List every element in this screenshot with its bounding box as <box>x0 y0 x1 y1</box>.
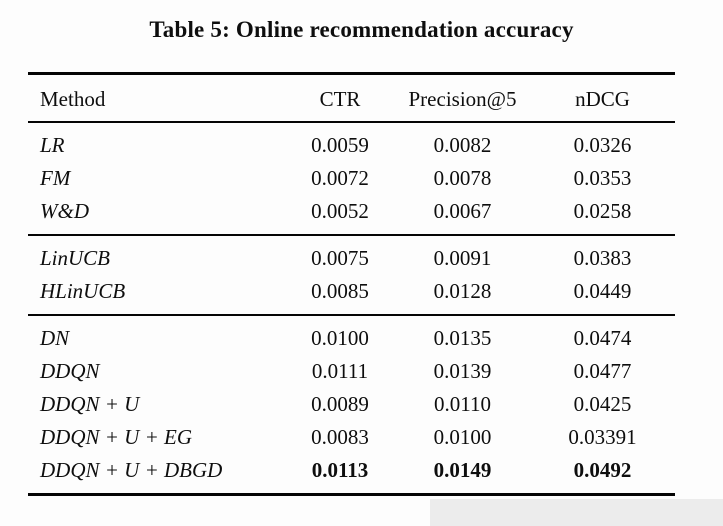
ctr-cell: 0.0089 <box>311 392 369 416</box>
table-caption: Table 5: Online recommendation accuracy <box>149 17 574 42</box>
ndcg-cell: 0.0449 <box>573 279 632 303</box>
precision-cell: 0.0139 <box>433 359 492 383</box>
table-row-ddqn-u: DDQN + U 0.0089 0.0110 0.0425 <box>28 388 675 421</box>
precision-cell: 0.0128 <box>433 279 492 303</box>
method-cell: HLinUCB <box>40 279 126 303</box>
table-row-hlinucb: HLinUCB 0.0085 0.0128 0.0449 <box>28 275 675 315</box>
method-cell: DDQN <box>40 359 100 383</box>
ctr-cell: 0.0072 <box>311 166 369 190</box>
table-group-bandit-baselines: LinUCB 0.0075 0.0091 0.0383 HLinUCB 0.00… <box>28 234 675 315</box>
ctr-cell: 0.0100 <box>285 314 395 355</box>
ndcg-cell: 0.0492 <box>573 458 632 482</box>
method-cell: LR <box>40 133 65 157</box>
ndcg-cell: 0.03391 <box>568 425 637 449</box>
table-header: Method CTR Precision@5 nDCG <box>28 73 675 123</box>
ndcg-cell: 0.0383 <box>530 234 675 275</box>
table-row-ddqn-u-eg: DDQN + U + EG 0.0083 0.0100 0.03391 <box>28 421 675 454</box>
ndcg-cell: 0.0474 <box>530 314 675 355</box>
table-row-lr: LR 0.0059 0.0082 0.0326 <box>28 122 675 162</box>
column-header-method: Method <box>28 73 285 123</box>
method-cell: FM <box>40 166 71 190</box>
ctr-cell: 0.0052 <box>311 199 369 223</box>
table-row-ddqn-u-dbgd: DDQN + U + DBGD 0.0113 0.0149 0.0492 <box>28 454 675 495</box>
ctr-cell: 0.0059 <box>311 133 369 157</box>
table-row-fm: FM 0.0072 0.0078 0.0353 <box>28 162 675 195</box>
ndcg-cell: 0.0353 <box>573 166 632 190</box>
ctr-cell: 0.0075 <box>285 234 395 275</box>
ndcg-cell: 0.0477 <box>573 359 632 383</box>
table-group-supervised-baselines: LR 0.0059 0.0082 0.0326 FM 0.0072 0.0078… <box>28 122 675 235</box>
ctr-cell: 0.0111 <box>311 359 369 383</box>
precision-cell: 0.0110 <box>434 392 491 416</box>
column-header-ndcg: nDCG <box>530 73 675 123</box>
ndcg-cell: 0.0258 <box>573 199 632 223</box>
method-cell: DDQN + U + EG <box>40 425 193 449</box>
precision-cell: 0.0067 <box>433 199 492 223</box>
scan-artifact-band <box>430 499 723 526</box>
table-group-rl-variants: DN 0.0100 0.0135 0.0474 DDQN 0.0111 0.01… <box>28 314 675 495</box>
table-row-wd: W&D 0.0052 0.0067 0.0258 <box>28 195 675 235</box>
ndcg-cell: 0.0326 <box>573 133 632 157</box>
precision-cell: 0.0082 <box>433 133 492 157</box>
method-cell: DDQN + U + DBGD <box>40 458 223 482</box>
method-cell: W&D <box>40 199 89 223</box>
method-cell: DDQN + U <box>40 392 140 416</box>
ctr-cell: 0.0083 <box>311 425 369 449</box>
ctr-cell: 0.0085 <box>311 279 369 303</box>
ctr-cell: 0.0113 <box>311 458 369 482</box>
precision-cell: 0.0078 <box>433 166 492 190</box>
method-cell: DN <box>28 314 285 355</box>
column-header-ctr: CTR <box>285 73 395 123</box>
precision-cell: 0.0100 <box>433 425 492 449</box>
table-row-ddqn: DDQN 0.0111 0.0139 0.0477 <box>28 355 675 388</box>
precision-cell: 0.0135 <box>395 314 530 355</box>
table-row-dn: DN 0.0100 0.0135 0.0474 <box>28 314 675 355</box>
precision-cell: 0.0149 <box>433 458 492 482</box>
table-row-linucb: LinUCB 0.0075 0.0091 0.0383 <box>28 234 675 275</box>
table-header-row: Method CTR Precision@5 nDCG <box>28 73 675 123</box>
ndcg-cell: 0.0425 <box>573 392 632 416</box>
method-cell: LinUCB <box>28 234 285 275</box>
precision-cell: 0.0091 <box>395 234 530 275</box>
column-header-precision-at-5: Precision@5 <box>395 73 530 123</box>
results-table: Method CTR Precision@5 nDCG LR 0.0059 0.… <box>28 72 675 496</box>
